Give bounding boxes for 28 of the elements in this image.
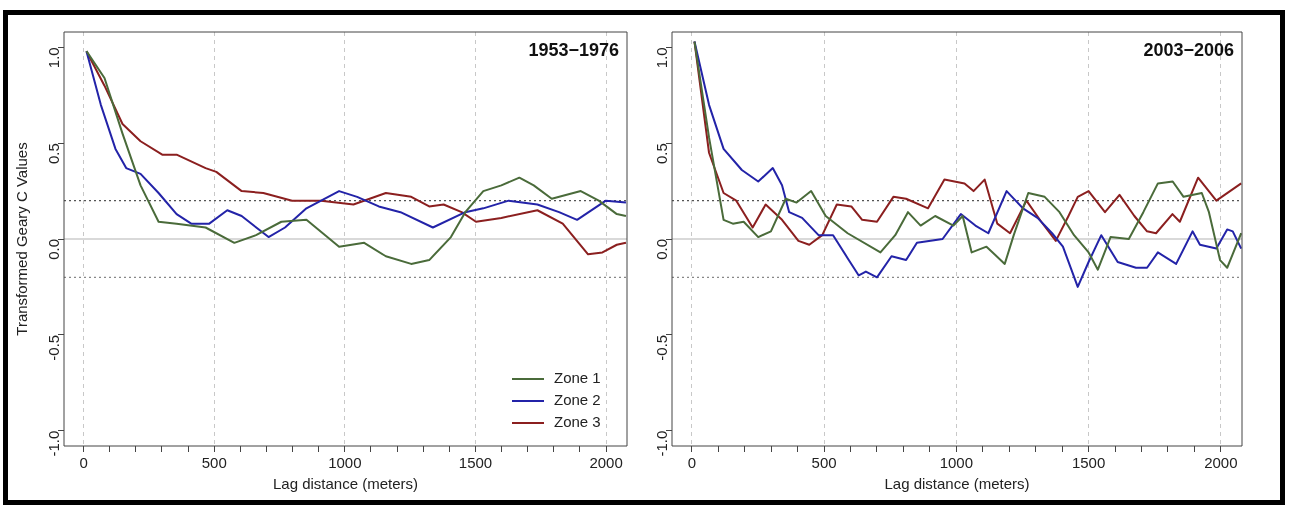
- y-tick-label: 1.0: [653, 47, 671, 69]
- x-tick-label: 2000: [1204, 454, 1238, 472]
- y-tick-label: 0.0: [45, 239, 63, 260]
- y-tick-label: 0.5: [653, 143, 671, 165]
- y-tick-label: 0.0: [653, 239, 671, 260]
- legend-label: Zone 1: [554, 369, 601, 387]
- y-tick-label: -1.0: [45, 430, 63, 457]
- chart-title: 2003−2006: [1143, 39, 1234, 60]
- y-tick-label: -0.5: [45, 334, 63, 361]
- x-tick-label: 1500: [458, 454, 493, 472]
- y-tick-label: 1.0: [45, 47, 63, 69]
- x-tick-label: 2000: [589, 454, 623, 472]
- legend-label: Zone 3: [554, 413, 601, 431]
- x-axis-title: Lag distance (meters): [272, 475, 419, 493]
- legend-label: Zone 2: [554, 391, 601, 409]
- y-tick-label: 0.5: [45, 143, 63, 165]
- y-tick-label: -0.5: [653, 334, 671, 361]
- chart-title: 1953−1976: [528, 39, 619, 60]
- x-tick-label: 0: [687, 454, 697, 472]
- x-axis-title: Lag distance (meters): [884, 475, 1030, 493]
- x-tick-label: 1500: [1071, 454, 1106, 472]
- x-tick-label: 0: [79, 454, 88, 472]
- x-tick-label: 500: [811, 454, 837, 472]
- x-tick-label: 1000: [328, 454, 362, 472]
- y-tick-label: -1.0: [653, 430, 671, 457]
- x-tick-label: 500: [201, 454, 227, 472]
- x-tick-label: 1000: [939, 454, 974, 472]
- y-axis-title: Transformed Geary C Values: [13, 142, 31, 336]
